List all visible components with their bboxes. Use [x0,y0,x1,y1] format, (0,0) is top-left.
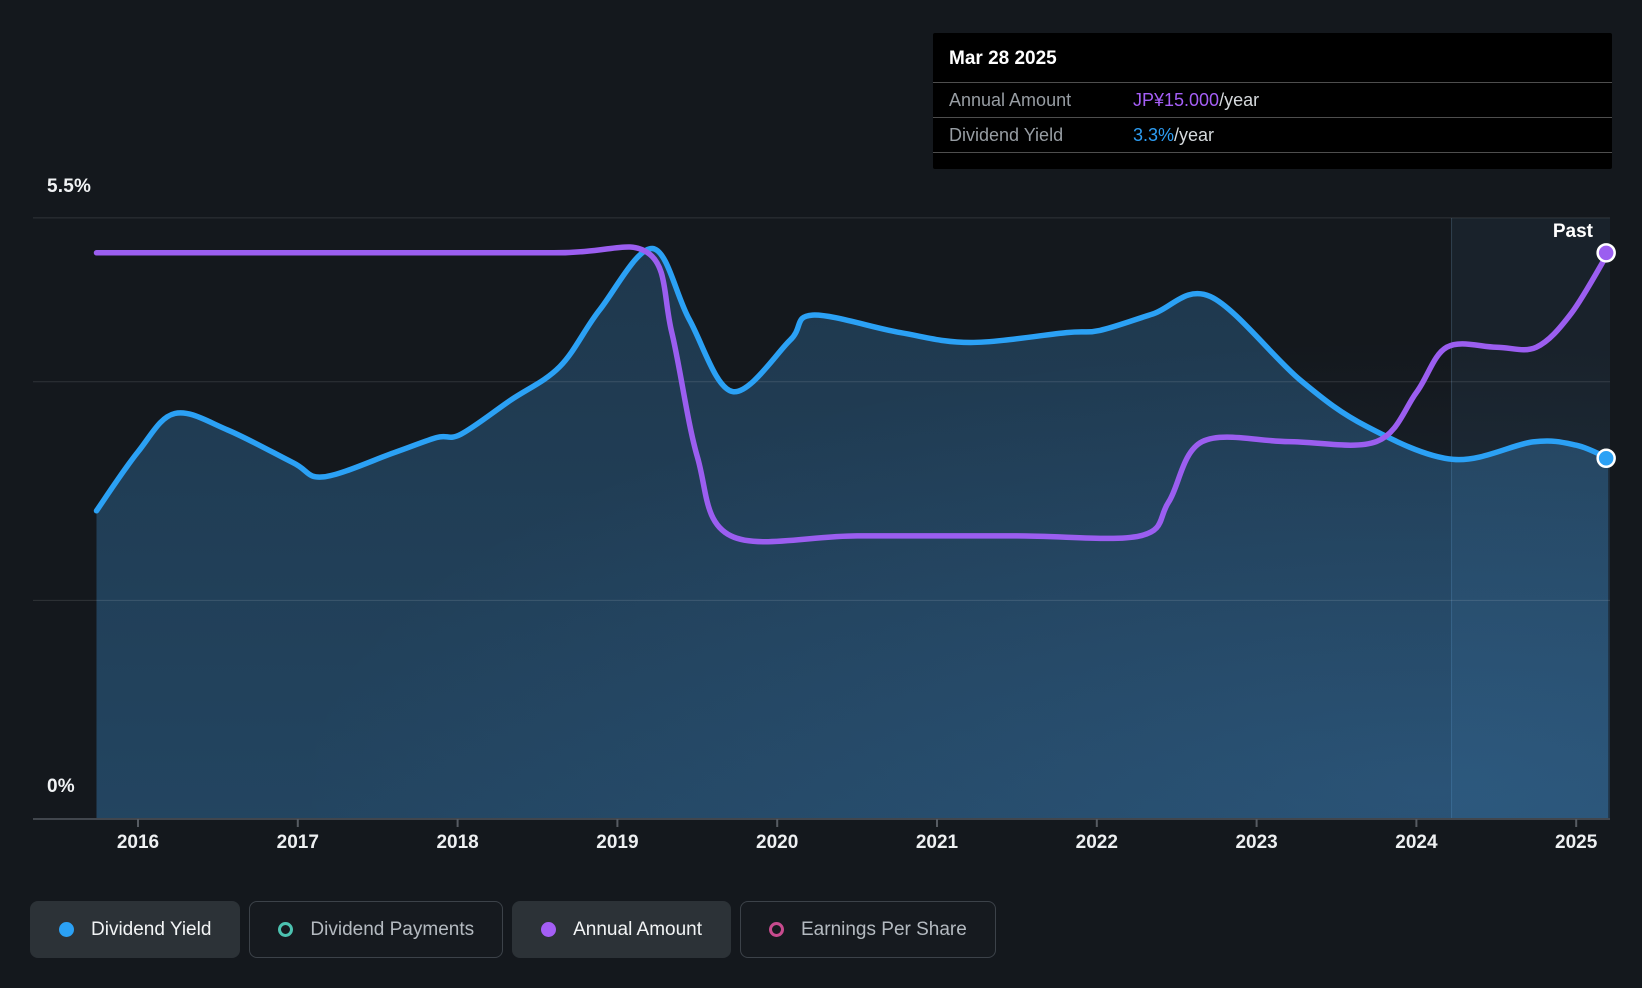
dividend-payments-ring-icon [278,922,294,937]
earnings-per-share-ring-icon [769,922,784,937]
y-axis-label-zero: 0% [47,776,75,797]
x-axis-label-2020: 2020 [756,832,799,853]
legend-label: Annual Amount [573,918,702,940]
x-axis-label-2018: 2018 [436,832,479,853]
tooltip-footer [933,152,1612,169]
tooltip-row-annual-amount: Annual Amount JP¥15.000/year [933,82,1612,117]
x-axis-label-2021: 2021 [915,832,959,853]
chart-legend: Dividend Yield Dividend Payments Annual … [30,901,996,958]
tooltip-label: Annual Amount [949,89,1072,110]
x-axis-label-2025: 2025 [1555,832,1598,853]
x-axis-label-2024: 2024 [1395,832,1438,853]
y-axis-label-top: 5.5% [47,176,92,197]
annual-amount-line [93,244,1611,545]
dividend-yield-end-dot [1596,448,1616,469]
legend-label: Dividend Yield [91,918,212,940]
past-region-label: Past [1552,221,1593,242]
tooltip-suffix: /year [1174,124,1215,145]
dividend-yield-dot-icon [59,922,74,937]
x-axis-label-2019: 2019 [596,832,639,853]
chart-tooltip: Mar 28 2025 Annual Amount JP¥15.000/year… [933,33,1612,169]
legend-dividend-payments-button[interactable]: Dividend Payments [249,901,504,958]
chart-glow [96,218,1610,819]
legend-earnings-per-share-button[interactable]: Earnings Per Share [740,901,996,958]
legend-label: Dividend Payments [310,918,475,940]
dividend-yield-line [93,245,1611,514]
tooltip-label: Dividend Yield [949,124,1064,145]
x-axis-label-2017: 2017 [276,832,319,853]
x-axis-label-2022: 2022 [1075,832,1118,853]
x-axis-label-2023: 2023 [1235,832,1278,853]
tooltip-suffix: /year [1219,89,1260,110]
tooltip-date: Mar 28 2025 [949,48,1057,69]
legend-label: Earnings Per Share [801,918,967,940]
legend-annual-amount-button[interactable]: Annual Amount [512,901,731,958]
annual-amount-end-dot [1596,243,1616,263]
annual-amount-dot-icon [541,922,557,937]
tooltip-row-dividend-yield: Dividend Yield 3.3%/year [933,117,1612,152]
legend-dividend-yield-button[interactable]: Dividend Yield [30,901,241,958]
x-axis-label-2016: 2016 [116,832,160,853]
tooltip-value: JP¥15.000 [1133,89,1220,110]
tooltip-value: 3.3% [1133,124,1175,145]
